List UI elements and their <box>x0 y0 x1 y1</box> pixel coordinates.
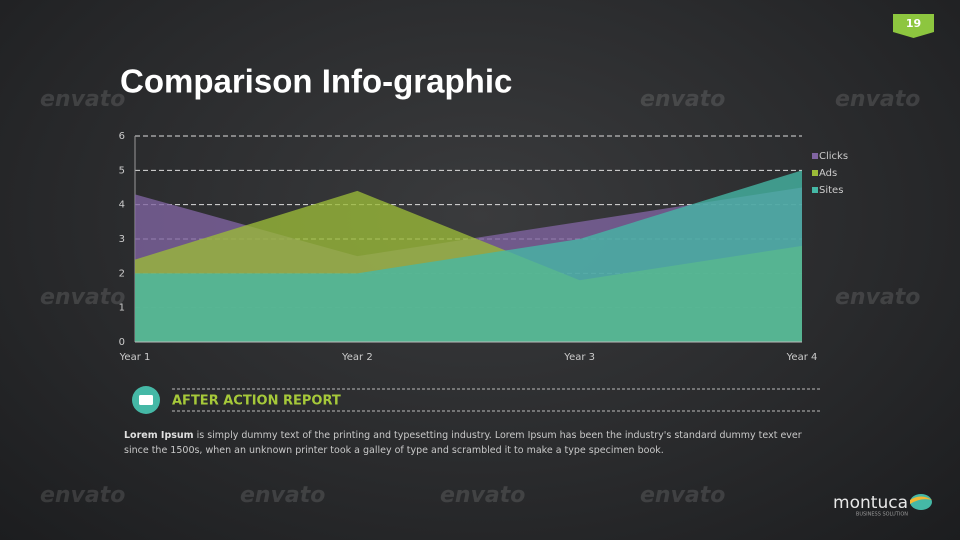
page-badge <box>893 14 934 38</box>
y-tick-label: 6 <box>119 131 125 142</box>
watermark: envato <box>640 483 725 508</box>
y-tick-label: 3 <box>119 234 125 245</box>
legend-label: Ads <box>819 168 837 179</box>
legend-label: Sites <box>819 185 843 196</box>
watermark: envato <box>40 87 125 112</box>
logo: montuca <box>833 493 908 513</box>
page-number: 19 <box>906 17 921 30</box>
x-tick-label: Year 3 <box>563 352 595 363</box>
briefcase-icon <box>139 395 153 405</box>
watermark: envato <box>835 87 920 112</box>
legend-swatch <box>812 153 818 159</box>
y-tick-label: 0 <box>119 337 125 348</box>
y-tick-label: 4 <box>119 200 125 211</box>
watermarks: envato envato envato envato envato envat… <box>40 87 920 508</box>
logo-tagline: BUSINESS SOLUTION <box>856 512 908 518</box>
body-rest: is simply dummy text of the printing and… <box>124 430 802 456</box>
x-tick-label: Year 4 <box>786 352 818 363</box>
logo-mark <box>910 496 932 504</box>
watermark: envato <box>640 87 725 112</box>
legend-label: Clicks <box>819 151 848 162</box>
watermark: envato <box>40 285 125 310</box>
body-text: Lorem Ipsum is simply dummy text of the … <box>124 428 824 458</box>
watermark: envato <box>440 483 525 508</box>
area <box>135 170 802 342</box>
legend-swatch <box>812 187 818 193</box>
x-tick-label: Year 2 <box>341 352 373 363</box>
section-heading: AFTER ACTION REPORT <box>172 394 341 409</box>
y-tick-label: 5 <box>119 165 125 176</box>
y-tick-label: 1 <box>119 303 125 314</box>
y-tick-label: 2 <box>119 268 125 279</box>
body-lead: Lorem Ipsum <box>124 430 194 441</box>
x-tick-label: Year 1 <box>119 352 151 363</box>
legend-swatch <box>812 170 818 176</box>
watermark: envato <box>240 483 325 508</box>
slide-title: Comparison Info-graphic <box>120 63 512 100</box>
watermark: envato <box>835 285 920 310</box>
watermark: envato <box>40 483 125 508</box>
